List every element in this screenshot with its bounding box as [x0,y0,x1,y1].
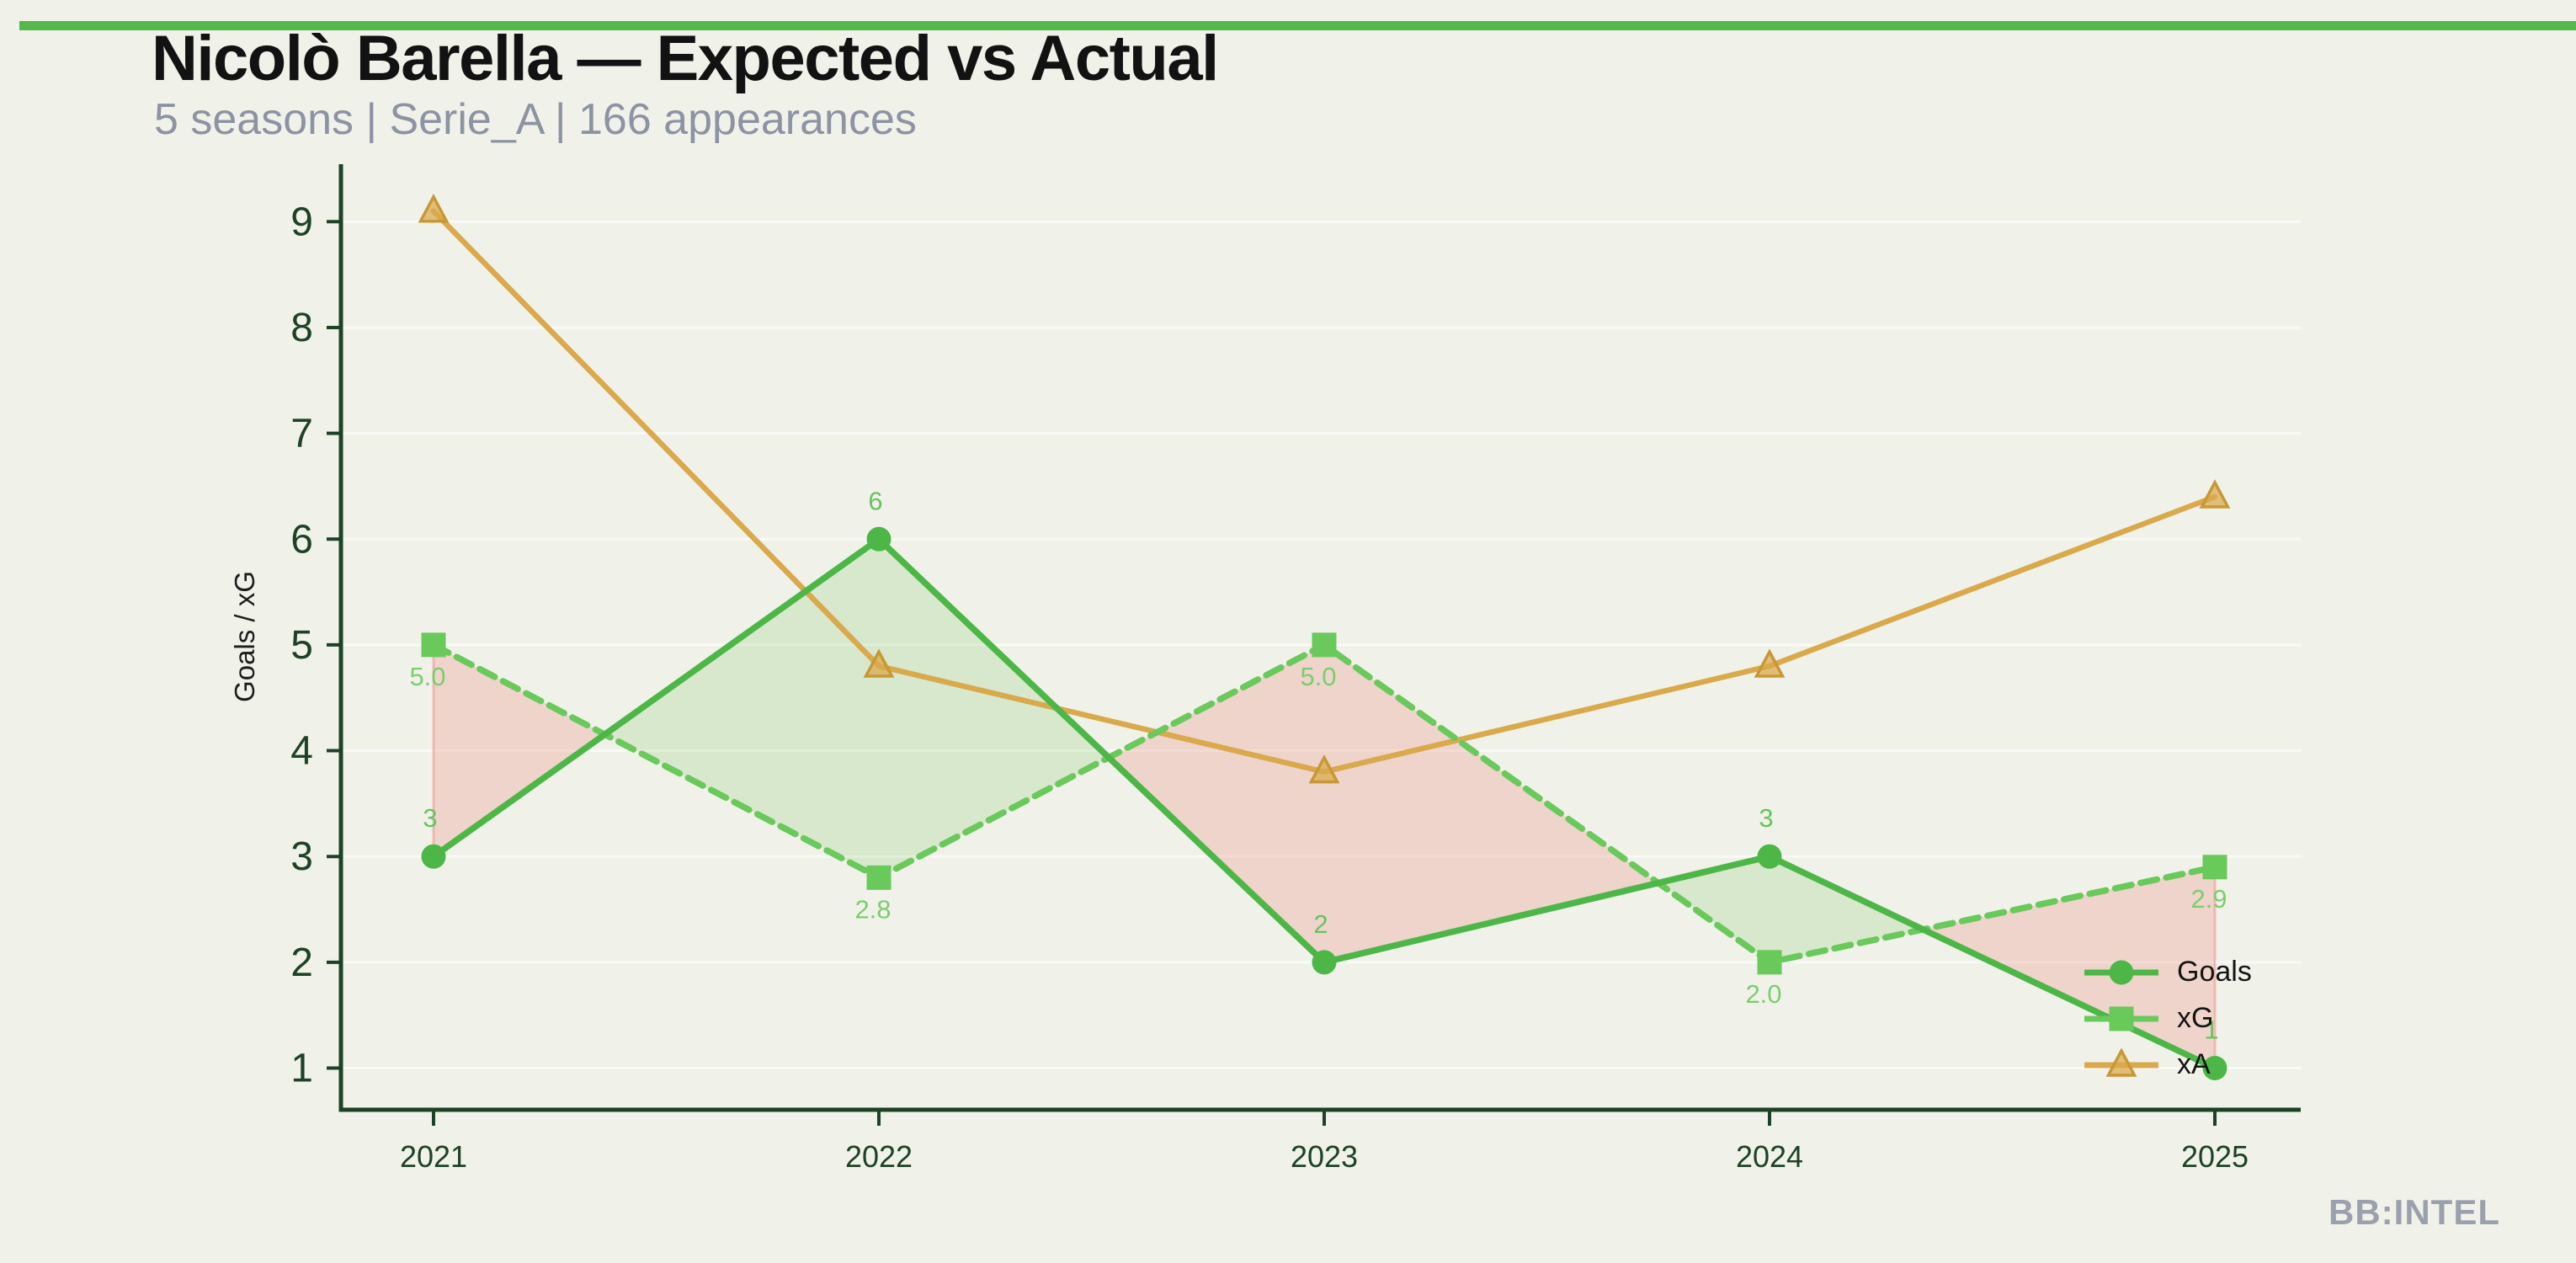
fill-region-deficit [434,644,605,857]
legend-xg-marker-icon [2084,1006,2158,1031]
page-title: Nicolò Barella — Expected vs Actual [152,23,1219,94]
series-xg: 5.0 2.8 5.0 2.0 2.9 [409,632,2227,1009]
y-tick-label: 8 [290,306,313,350]
chart-legend: Goals xG xA [2064,949,2252,1088]
legend-xa-label: xA [2177,1048,2211,1080]
goals-data-label: 1 [2204,1015,2218,1045]
page-subtitle: 5 seasons | Serie_A | 166 appearances [154,95,917,144]
xa-point-marker [2105,1047,2137,1077]
xa-point-marker [863,648,895,678]
goals-point-marker [866,526,891,552]
y-tick-label: 3 [290,834,313,879]
brand-watermark: BB:INTEL [2329,1192,2500,1232]
xg-point-marker [1757,950,1782,975]
xa-point-marker [1754,648,1786,678]
xg-point-marker [1312,632,1337,658]
series-xa [418,194,2231,784]
legend-item-goals: Goals [2064,949,2252,995]
goals-data-label: 3 [1759,803,1773,833]
y-tick-label: 1 [290,1047,313,1091]
goals-data-label: 2 [1313,909,1328,939]
fill-region-surplus [1658,856,1770,962]
legend-item-xg: xG [2064,995,2252,1042]
goals-data-label: 6 [868,486,882,515]
fill-region-deficit [1109,644,1324,962]
xg-data-label: 5.0 [409,662,445,691]
xg-point-marker [421,632,446,658]
xg-data-label: 2.8 [854,894,891,924]
legend-xg-label: xG [2177,1002,2214,1034]
xa-point-marker [2199,479,2231,509]
xg-data-label: 5.0 [1300,662,1336,691]
axes: 1 2 3 4 5 6 7 8 9 2021 2022 2023 2024 2025 Goals / xG [229,164,2301,1174]
legend-item-xa: xA [2064,1042,2252,1088]
y-tick-label: 4 [290,729,313,774]
xa-point-marker [1308,754,1340,784]
fill-region-surplus [879,539,1110,878]
legend-goals-label: Goals [2177,956,2252,988]
xg-point-marker [2109,1006,2134,1031]
goals-point-marker [2202,1056,2227,1080]
legend-xa-marker-icon [2084,1047,2158,1077]
y-tick-label: 5 [290,623,313,668]
goals-point-marker [2109,960,2134,984]
xa-point-marker [418,194,450,223]
x-tick-label: 2022 [845,1139,913,1174]
top-accent-bar [19,21,2576,30]
x-tick-label: 2024 [1736,1139,1803,1174]
goals-point-marker [1757,844,1782,869]
fill-region-deficit [1324,644,1658,962]
xg-data-label: 2.9 [2190,884,2227,914]
goals-data-label: 3 [423,803,437,833]
y-tick-label: 2 [290,941,313,985]
goals-point-marker [421,844,446,869]
y-axis-title: Goals / xG [229,571,260,702]
x-tick-label: 2021 [400,1139,467,1174]
x-tick-label: 2023 [1291,1139,1358,1174]
goals-point-marker [1312,950,1337,975]
xg-point-marker [2202,855,2227,880]
y-tick-label: 9 [290,200,313,244]
xg-point-marker [866,865,891,890]
series-goals: 3 6 2 3 1 [421,486,2227,1080]
fill-region-surplus [604,539,879,878]
x-tick-label: 2025 [2181,1139,2249,1174]
y-tick-label: 7 [290,412,313,456]
xg-data-label: 2.0 [1745,979,1781,1009]
y-tick-label: 6 [290,517,313,562]
legend-goals-marker-icon [2084,960,2158,984]
